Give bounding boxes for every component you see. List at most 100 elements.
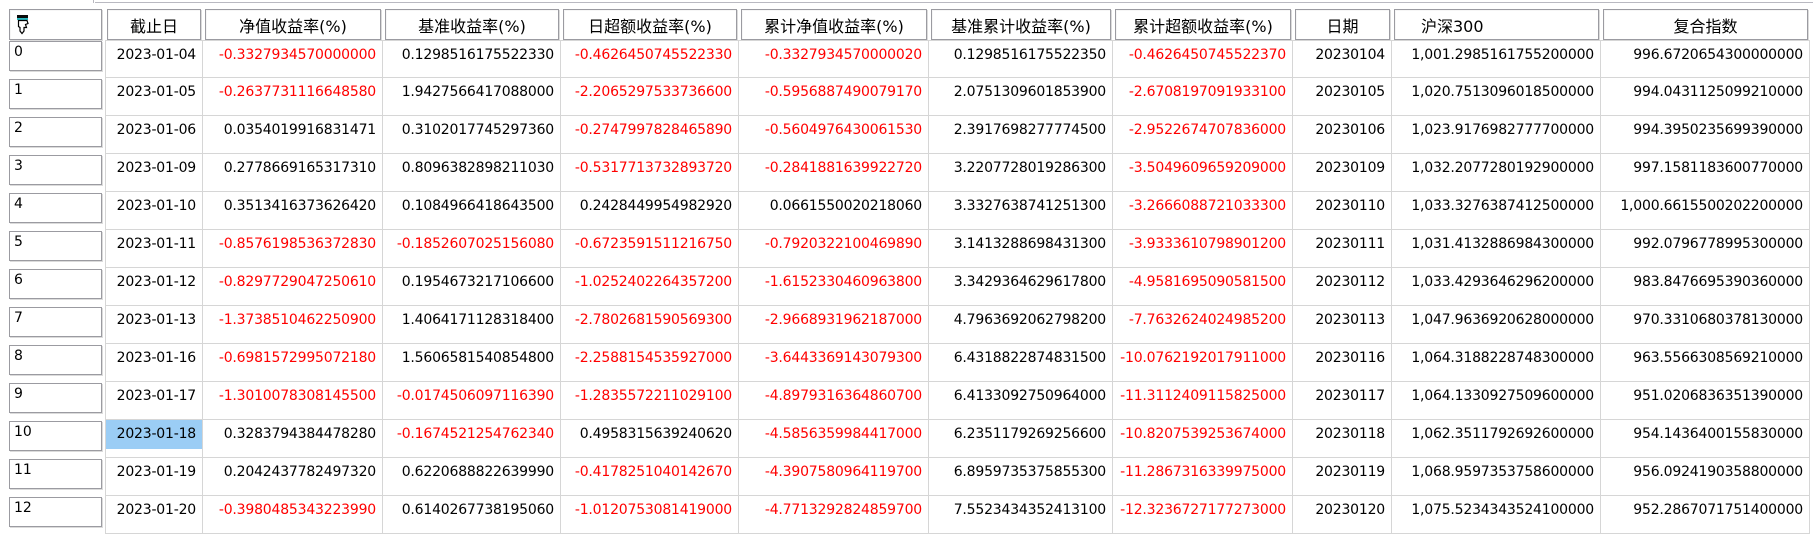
cell-benchmark-cum-return[interactable]: 6.2351179269256600 <box>929 420 1113 458</box>
cell-benchmark-cum-return[interactable]: 3.1413288698431300 <box>929 230 1113 268</box>
row-header[interactable]: 3 <box>9 155 102 185</box>
cell-benchmark-return[interactable]: 1.9427566417088000 <box>383 78 561 116</box>
header-hs300[interactable]: 沪深300 <box>1394 9 1599 40</box>
corner-header[interactable] <box>9 9 102 40</box>
cell-daily-excess-return[interactable]: -0.4626450745522330 <box>561 40 739 78</box>
cell-date[interactable]: 20230120 <box>1293 496 1392 534</box>
cell-hs300[interactable]: 1,023.9176982777700000 <box>1392 116 1601 154</box>
header-benchmark-return[interactable]: 基准收益率(%) <box>385 9 559 40</box>
cell-cum-nav-return[interactable]: -0.3327934570000020 <box>739 40 929 78</box>
cell-benchmark-cum-return[interactable]: 7.5523434352413100 <box>929 496 1113 534</box>
cell-benchmark-cum-return[interactable]: 3.2207728019286300 <box>929 154 1113 192</box>
cell-cum-excess-return[interactable]: -12.3236727177273000 <box>1113 496 1293 534</box>
cell-composite-index[interactable]: 954.1436400155830000 <box>1601 420 1810 458</box>
cell-nav-return[interactable]: 0.2042437782497320 <box>203 458 383 496</box>
cell-cum-nav-return[interactable]: -1.6152330460963800 <box>739 268 929 306</box>
cell-hs300[interactable]: 1,033.4293646296200000 <box>1392 268 1601 306</box>
cell-nav-return[interactable]: -1.3010078308145500 <box>203 382 383 420</box>
cell-end-date[interactable]: 2023-01-19 <box>105 458 203 496</box>
cell-nav-return[interactable]: 0.0354019916831471 <box>203 116 383 154</box>
cell-nav-return[interactable]: -0.8297729047250610 <box>203 268 383 306</box>
cell-benchmark-cum-return[interactable]: 6.4133092750964000 <box>929 382 1113 420</box>
cell-cum-excess-return[interactable]: -11.3112409115825000 <box>1113 382 1293 420</box>
cell-hs300[interactable]: 1,032.2077280192900000 <box>1392 154 1601 192</box>
cell-nav-return[interactable]: -0.6981572995072180 <box>203 344 383 382</box>
cell-nav-return[interactable]: 0.3283794384478280 <box>203 420 383 458</box>
cell-cum-nav-return[interactable]: -0.7920322100469890 <box>739 230 929 268</box>
cell-daily-excess-return[interactable]: -2.2588154535927000 <box>561 344 739 382</box>
row-header[interactable]: 10 <box>9 421 102 451</box>
cell-nav-return[interactable]: -1.3738510462250900 <box>203 306 383 344</box>
row-header[interactable]: 12 <box>9 497 102 527</box>
cell-cum-nav-return[interactable]: 0.0661550020218060 <box>739 192 929 230</box>
cell-date[interactable]: 20230118 <box>1293 420 1392 458</box>
row-header[interactable]: 2 <box>9 117 102 147</box>
cell-cum-nav-return[interactable]: -4.8979316364860700 <box>739 382 929 420</box>
cell-hs300[interactable]: 1,064.1330927509600000 <box>1392 382 1601 420</box>
header-nav-return[interactable]: 净值收益率(%) <box>205 9 381 40</box>
cell-cum-excess-return[interactable]: -7.7632624024985200 <box>1113 306 1293 344</box>
cell-composite-index[interactable]: 994.0431125099210000 <box>1601 78 1810 116</box>
cell-cum-excess-return[interactable]: -11.2867316339975000 <box>1113 458 1293 496</box>
cell-date[interactable]: 20230116 <box>1293 344 1392 382</box>
cell-daily-excess-return[interactable]: -0.5317713732893720 <box>561 154 739 192</box>
cell-daily-excess-return[interactable]: -1.0120753081419000 <box>561 496 739 534</box>
cell-benchmark-return[interactable]: 0.6140267738195060 <box>383 496 561 534</box>
cell-date[interactable]: 20230110 <box>1293 192 1392 230</box>
cell-composite-index[interactable]: 983.8476695390360000 <box>1601 268 1810 306</box>
cell-benchmark-cum-return[interactable]: 6.8959735375855300 <box>929 458 1113 496</box>
row-header[interactable]: 9 <box>9 383 102 413</box>
cell-date[interactable]: 20230119 <box>1293 458 1392 496</box>
cell-cum-excess-return[interactable]: -10.8207539253674000 <box>1113 420 1293 458</box>
cell-hs300[interactable]: 1,020.7513096018500000 <box>1392 78 1601 116</box>
cell-benchmark-return[interactable]: -0.1674521254762340 <box>383 420 561 458</box>
cell-daily-excess-return[interactable]: 0.4958315639240620 <box>561 420 739 458</box>
cell-benchmark-cum-return[interactable]: 2.0751309601853900 <box>929 78 1113 116</box>
cell-end-date[interactable]: 2023-01-20 <box>105 496 203 534</box>
cell-date[interactable]: 20230109 <box>1293 154 1392 192</box>
cell-daily-excess-return[interactable]: -2.2065297533736600 <box>561 78 739 116</box>
row-header[interactable]: 5 <box>9 231 102 261</box>
cell-cum-nav-return[interactable]: -4.7713292824859700 <box>739 496 929 534</box>
cell-benchmark-return[interactable]: 1.4064171128318400 <box>383 306 561 344</box>
cell-hs300[interactable]: 1,033.3276387412500000 <box>1392 192 1601 230</box>
cell-composite-index[interactable]: 994.3950235699390000 <box>1601 116 1810 154</box>
row-header[interactable]: 4 <box>9 193 102 223</box>
cell-composite-index[interactable]: 952.2867071751400000 <box>1601 496 1810 534</box>
cell-cum-excess-return[interactable]: -10.0762192017911000 <box>1113 344 1293 382</box>
row-header[interactable]: 8 <box>9 345 102 375</box>
cell-cum-excess-return[interactable]: -2.9522674707836000 <box>1113 116 1293 154</box>
cell-daily-excess-return[interactable]: -0.6723591511216750 <box>561 230 739 268</box>
header-date[interactable]: 日期 <box>1295 9 1390 40</box>
cell-benchmark-return[interactable]: 0.3102017745297360 <box>383 116 561 154</box>
cell-benchmark-cum-return[interactable]: 4.7963692062798200 <box>929 306 1113 344</box>
cell-hs300[interactable]: 1,001.2985161755200000 <box>1392 40 1601 78</box>
cell-daily-excess-return[interactable]: -0.2747997828465890 <box>561 116 739 154</box>
cell-benchmark-cum-return[interactable]: 2.3917698277774500 <box>929 116 1113 154</box>
cell-end-date[interactable]: 2023-01-16 <box>105 344 203 382</box>
cell-cum-nav-return[interactable]: -0.5604976430061530 <box>739 116 929 154</box>
cell-cum-nav-return[interactable]: -4.3907580964119700 <box>739 458 929 496</box>
cell-date[interactable]: 20230117 <box>1293 382 1392 420</box>
cell-daily-excess-return[interactable]: -1.0252402264357200 <box>561 268 739 306</box>
cell-cum-nav-return[interactable]: -3.6443369143079300 <box>739 344 929 382</box>
cell-cum-excess-return[interactable]: -2.6708197091933100 <box>1113 78 1293 116</box>
header-benchmark-cum-return[interactable]: 基准累计收益率(%) <box>931 9 1111 40</box>
cell-cum-excess-return[interactable]: -4.9581695090581500 <box>1113 268 1293 306</box>
cell-date[interactable]: 20230106 <box>1293 116 1392 154</box>
cell-end-date[interactable]: 2023-01-18 <box>105 420 203 458</box>
cell-composite-index[interactable]: 997.1581183600770000 <box>1601 154 1810 192</box>
cell-benchmark-cum-return[interactable]: 3.3327638741251300 <box>929 192 1113 230</box>
cell-date[interactable]: 20230104 <box>1293 40 1392 78</box>
cell-benchmark-return[interactable]: 1.5606581540854800 <box>383 344 561 382</box>
cell-end-date[interactable]: 2023-01-09 <box>105 154 203 192</box>
cell-end-date[interactable]: 2023-01-05 <box>105 78 203 116</box>
cell-composite-index[interactable]: 970.3310680378130000 <box>1601 306 1810 344</box>
cell-composite-index[interactable]: 951.0206836351390000 <box>1601 382 1810 420</box>
cell-benchmark-return[interactable]: 0.1084966418643500 <box>383 192 561 230</box>
cell-benchmark-return[interactable]: 0.8096382898211030 <box>383 154 561 192</box>
cell-cum-nav-return[interactable]: -0.2841881639922720 <box>739 154 929 192</box>
cell-date[interactable]: 20230105 <box>1293 78 1392 116</box>
header-end-date[interactable]: 截止日 <box>107 9 201 40</box>
header-composite-index[interactable]: 复合指数 <box>1603 9 1808 40</box>
